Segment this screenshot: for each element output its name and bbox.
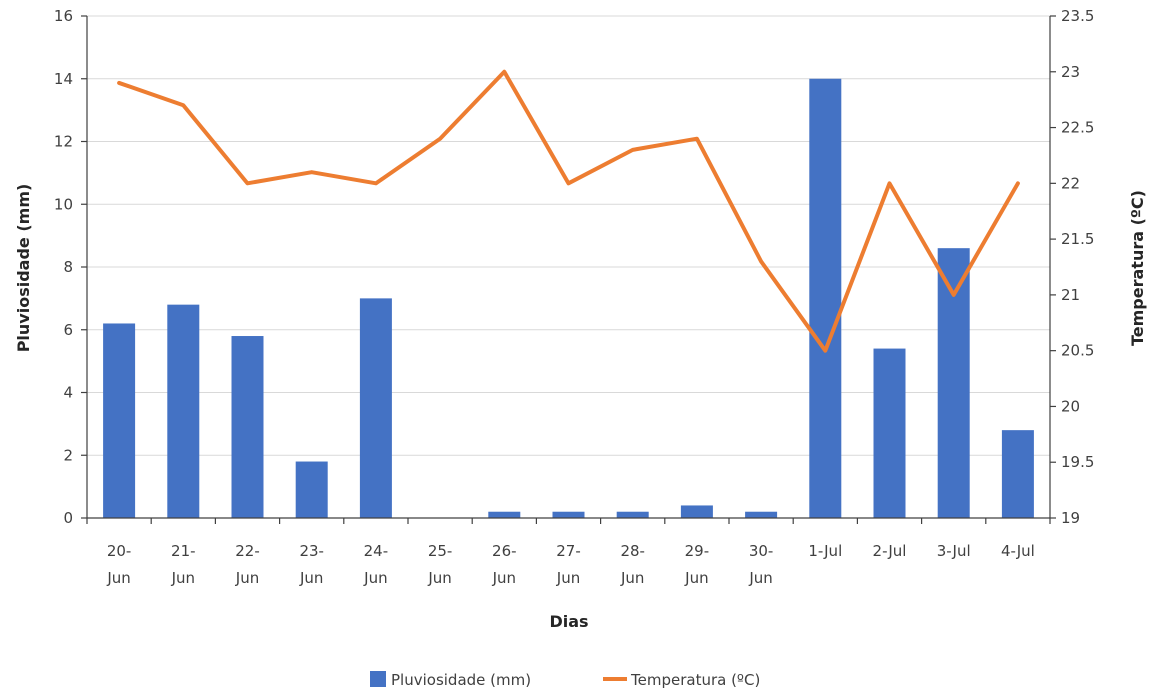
x-tick-label: Jun bbox=[427, 569, 451, 587]
x-tick-label: 23- bbox=[299, 542, 324, 560]
rainfall-bar bbox=[937, 248, 970, 519]
rainfall-bars bbox=[103, 78, 1034, 519]
x-tick-label: 30- bbox=[749, 542, 774, 560]
x-tick-label: 25- bbox=[428, 542, 453, 560]
legend-swatch-temperatura bbox=[603, 677, 627, 681]
right-tick-label: 22 bbox=[1061, 174, 1080, 192]
right-tick-label: 19 bbox=[1061, 509, 1080, 527]
rainfall-bar bbox=[745, 511, 778, 518]
x-tick-label: Jun bbox=[363, 569, 387, 587]
left-tick-label: 4 bbox=[63, 384, 73, 402]
x-tick-label: 1-Jul bbox=[808, 542, 842, 560]
left-tick-label: 14 bbox=[54, 70, 73, 88]
x-tick-label: Jun bbox=[235, 569, 259, 587]
x-tick-label: 21- bbox=[171, 542, 196, 560]
x-tick-label: Jun bbox=[684, 569, 708, 587]
rainfall-bar bbox=[552, 511, 585, 518]
x-tick-label: Jun bbox=[556, 569, 580, 587]
x-axis-title: Dias bbox=[549, 612, 588, 631]
x-tick-label: 20- bbox=[107, 542, 132, 560]
x-tick-label: 27- bbox=[556, 542, 581, 560]
legend-label-pluviosidade: Pluviosidade (mm) bbox=[391, 671, 531, 689]
x-tick-label: 28- bbox=[620, 542, 645, 560]
x-tick-label: Jun bbox=[620, 569, 644, 587]
rainfall-bar bbox=[873, 348, 906, 518]
rainfall-bar bbox=[488, 511, 521, 518]
rainfall-bar bbox=[231, 336, 264, 518]
x-tick-label: Jun bbox=[106, 569, 130, 587]
x-tick-label: 2-Jul bbox=[873, 542, 907, 560]
x-tick-label: 29- bbox=[685, 542, 710, 560]
left-tick-label: 16 bbox=[54, 7, 73, 25]
right-tick-label: 22.5 bbox=[1061, 119, 1094, 137]
temperature-line-layer bbox=[117, 69, 1020, 353]
temperature-line bbox=[117, 69, 1020, 353]
right-tick-label: 21 bbox=[1061, 286, 1080, 304]
x-tick-label: 26- bbox=[492, 542, 517, 560]
legend: Pluviosidade (mm) Temperatura (ºC) bbox=[370, 671, 760, 689]
x-tick-label: 4-Jul bbox=[1001, 542, 1035, 560]
rainfall-bar bbox=[680, 505, 713, 518]
left-tick-label: 6 bbox=[63, 321, 73, 339]
x-tick-label: Jun bbox=[171, 569, 195, 587]
left-tick-label: 2 bbox=[63, 446, 73, 464]
left-tick-label: 8 bbox=[63, 258, 73, 276]
x-tick-label: 3-Jul bbox=[937, 542, 971, 560]
x-tick-label: 22- bbox=[235, 542, 260, 560]
right-tick-label: 21.5 bbox=[1061, 230, 1094, 248]
rainfall-bar bbox=[359, 298, 392, 518]
rainfall-bar bbox=[616, 511, 649, 518]
right-tick-label: 23.5 bbox=[1061, 7, 1094, 25]
legend-label-temperatura: Temperatura (ºC) bbox=[630, 671, 760, 689]
x-tick-label: Jun bbox=[492, 569, 516, 587]
axes bbox=[81, 15, 1056, 524]
rainfall-bar bbox=[809, 78, 842, 518]
left-tick-label: 12 bbox=[54, 133, 73, 151]
right-axis-title: Temperatura (ºC) bbox=[1128, 190, 1147, 346]
right-tick-label: 20 bbox=[1061, 397, 1080, 415]
right-tick-label: 19.5 bbox=[1061, 453, 1094, 471]
rainfall-bar bbox=[295, 461, 328, 518]
rainfall-bar bbox=[103, 323, 136, 518]
right-tick-label: 20.5 bbox=[1061, 342, 1094, 360]
left-tick-label: 0 bbox=[63, 509, 73, 527]
x-tick-label: Jun bbox=[748, 569, 772, 587]
x-tick-label: Jun bbox=[299, 569, 323, 587]
rainfall-bar bbox=[167, 304, 200, 518]
left-tick-label: 10 bbox=[54, 195, 73, 213]
gridlines bbox=[87, 15, 1050, 456]
rainfall-bar bbox=[1001, 430, 1034, 518]
x-tick-label: 24- bbox=[364, 542, 389, 560]
legend-swatch-pluviosidade bbox=[370, 671, 386, 687]
left-axis-title: Pluviosidade (mm) bbox=[14, 184, 33, 353]
right-tick-label: 23 bbox=[1061, 63, 1080, 81]
tick-labels: 0 2 4 6 8 10 12 14 16 19 19.5 20 20.5 21 21.5 22 22.5 23 2… bbox=[54, 7, 1095, 587]
